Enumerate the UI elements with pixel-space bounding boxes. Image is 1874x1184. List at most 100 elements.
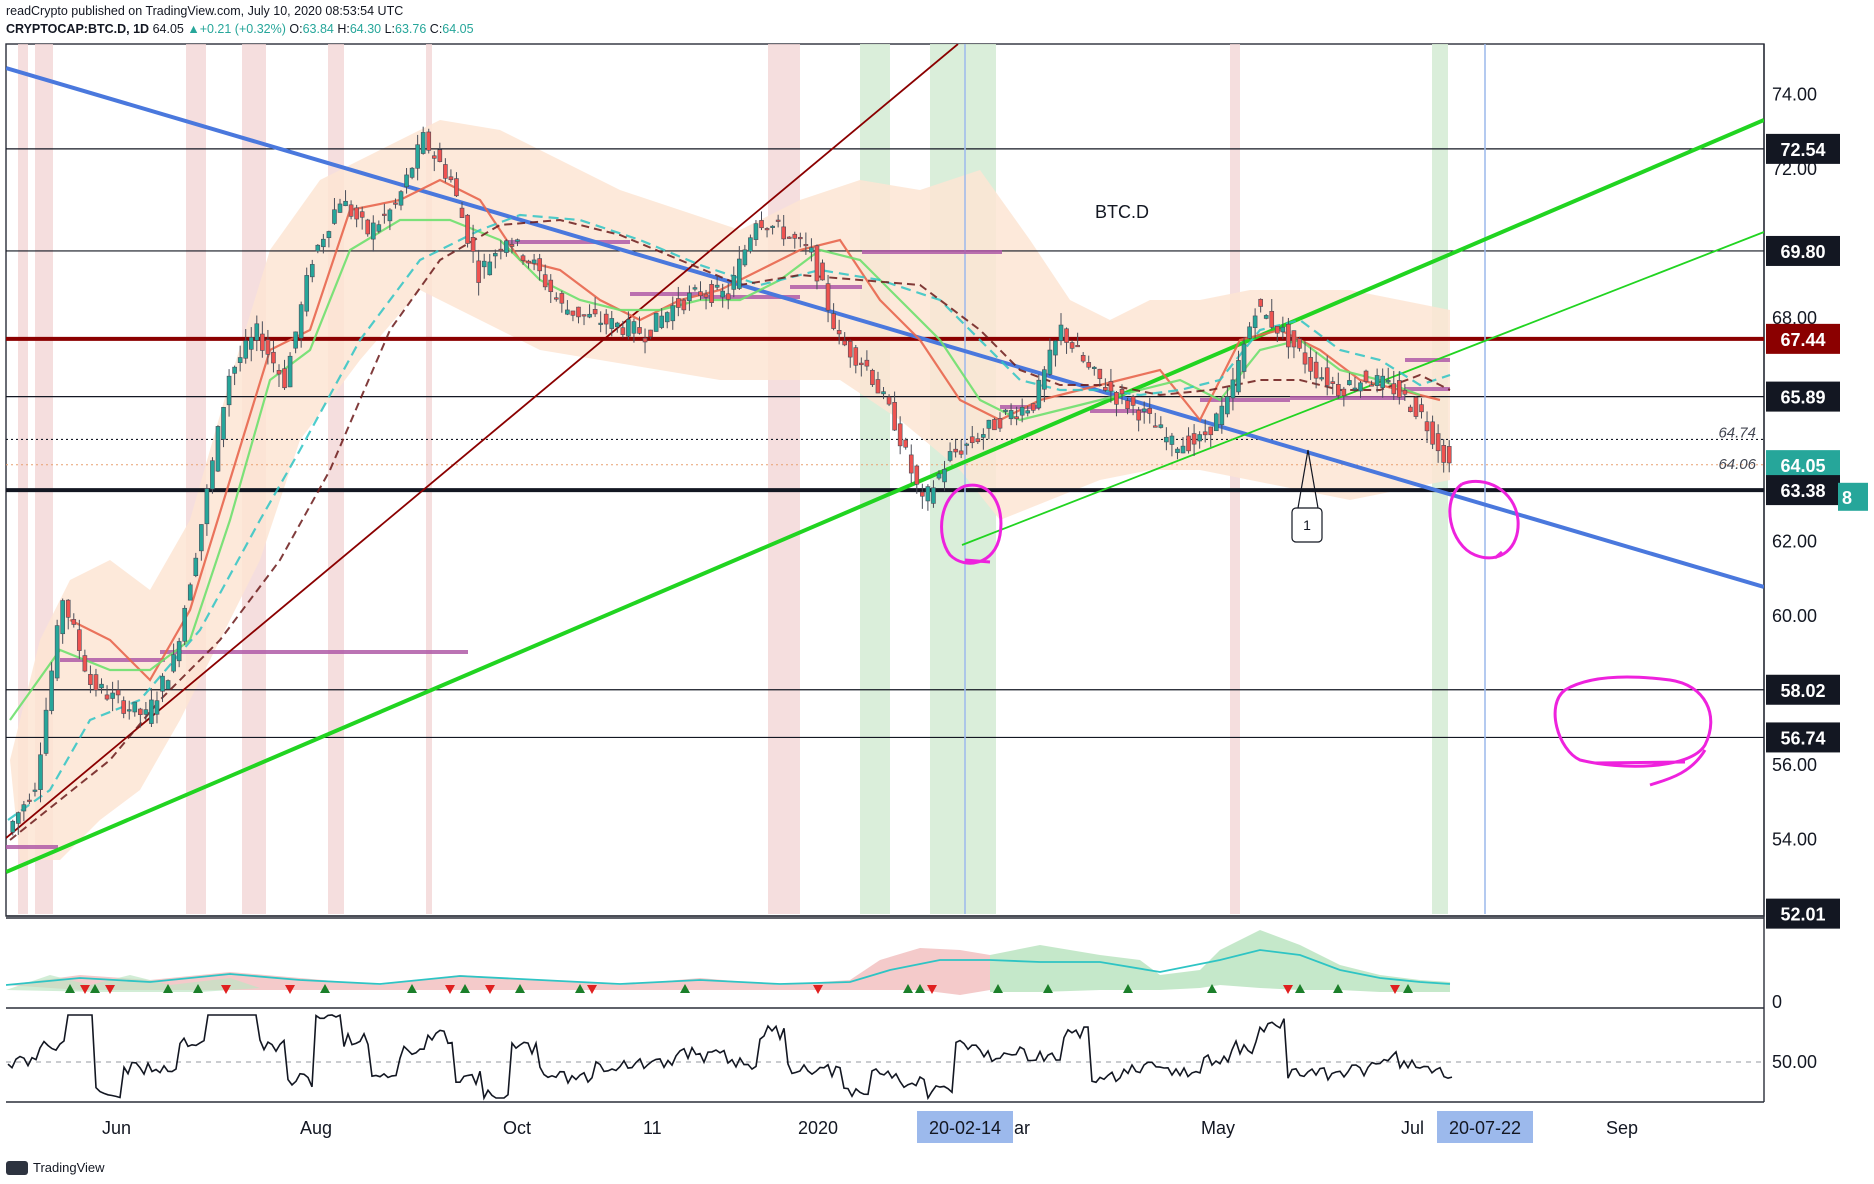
candle	[820, 262, 825, 281]
publisher-line: readCrypto published on TradingView.com,…	[6, 4, 404, 18]
candle	[1103, 387, 1108, 391]
candle	[77, 629, 82, 651]
candle	[1186, 435, 1191, 452]
candle	[1319, 377, 1324, 380]
y-tick: 74.00	[1772, 85, 1817, 105]
price-box-label: 69.80	[1780, 242, 1825, 262]
candle	[725, 293, 731, 300]
panel1-zero-tick: 0	[1772, 992, 1782, 1012]
y-tick: 68.00	[1772, 308, 1817, 328]
candle	[653, 312, 659, 332]
candle	[897, 423, 903, 447]
candle	[359, 211, 365, 218]
candle	[382, 213, 387, 216]
candle	[492, 253, 498, 257]
candle	[531, 259, 537, 264]
close-value: 64.05	[442, 22, 474, 36]
candle	[698, 291, 703, 297]
candle	[1058, 324, 1064, 342]
candle	[859, 362, 864, 366]
volatility-band	[10, 120, 1450, 860]
candle	[1114, 392, 1119, 405]
candle	[54, 625, 60, 679]
candle	[1003, 409, 1008, 412]
candle	[1208, 426, 1214, 436]
candle	[448, 176, 454, 181]
candle	[592, 309, 598, 315]
chart-title: BTC.D	[1095, 202, 1149, 222]
candle	[759, 220, 764, 229]
candle	[576, 306, 581, 318]
sell-signal-icon	[485, 985, 495, 994]
candle	[1352, 387, 1358, 390]
sell-signal-icon	[80, 985, 90, 994]
candle	[692, 287, 698, 290]
candle	[687, 292, 692, 302]
candle	[1069, 342, 1075, 349]
xtick-sep: Sep	[1606, 1118, 1638, 1138]
candle	[1225, 396, 1230, 415]
candle	[321, 238, 326, 248]
symbol: CRYPTOCAP:BTC.D, 1D	[6, 22, 150, 36]
candle	[537, 258, 542, 272]
price-box-label: 67.44	[1780, 330, 1825, 350]
candle	[1053, 340, 1058, 356]
price-box-label: 65.89	[1780, 388, 1825, 408]
candle	[43, 709, 49, 754]
time-axis: Jun Aug Oct 11 2020 20-02-14 ar May Jul …	[102, 1111, 1638, 1143]
ema-long-darkred	[9, 218, 1451, 841]
symbol-line: CRYPTOCAP:BTC.D, 1D 64.05 ▲+0.21 (+0.32%…	[6, 22, 474, 36]
candle	[1064, 328, 1069, 343]
candle	[271, 351, 276, 364]
candle	[393, 202, 398, 205]
candle	[132, 701, 138, 713]
candle	[260, 333, 265, 351]
candle	[1147, 408, 1153, 414]
candle	[27, 799, 32, 802]
candle	[193, 557, 199, 576]
sell-signal-icon	[927, 985, 937, 994]
candle	[1030, 403, 1036, 411]
candle	[936, 473, 942, 479]
candle	[1280, 326, 1286, 333]
y-tick: 60.00	[1772, 606, 1817, 626]
candle	[1202, 431, 1208, 436]
sell-signal-icon	[1390, 985, 1400, 994]
candle	[38, 754, 43, 790]
candle	[1164, 436, 1169, 443]
sell-signal-icon	[445, 985, 455, 994]
candle	[1358, 382, 1363, 392]
candle	[110, 692, 115, 699]
candle	[853, 347, 859, 366]
candle	[975, 438, 981, 443]
candle	[825, 283, 831, 311]
candle	[1091, 366, 1097, 369]
date-highlight-box-1	[917, 1111, 1013, 1143]
darkred-uptrend-line	[6, 44, 959, 839]
buy-signal-icon	[320, 984, 330, 993]
candle	[731, 275, 737, 290]
candle	[1097, 368, 1103, 380]
candle	[1247, 326, 1252, 339]
candlesticks	[10, 126, 1452, 836]
tradingview-logo[interactable]: TradingView	[6, 1160, 105, 1175]
candle	[1158, 424, 1164, 428]
buy-signal-icon	[1043, 984, 1053, 993]
candle	[221, 407, 226, 440]
sell-signal-icon	[105, 985, 115, 994]
candle	[842, 340, 847, 346]
candle	[60, 600, 65, 635]
candle	[737, 258, 742, 289]
candle	[670, 305, 676, 322]
buy-signal-icon	[1403, 984, 1413, 993]
price-note: 64.06	[1718, 456, 1756, 473]
candle	[792, 233, 798, 239]
candle	[1374, 375, 1380, 386]
candle	[914, 465, 920, 485]
indicator-panel-2	[6, 1014, 1764, 1101]
candle	[459, 207, 465, 218]
y-tick: 72.00	[1772, 159, 1817, 179]
candle	[714, 284, 720, 288]
sell-signal-icon	[285, 985, 295, 994]
